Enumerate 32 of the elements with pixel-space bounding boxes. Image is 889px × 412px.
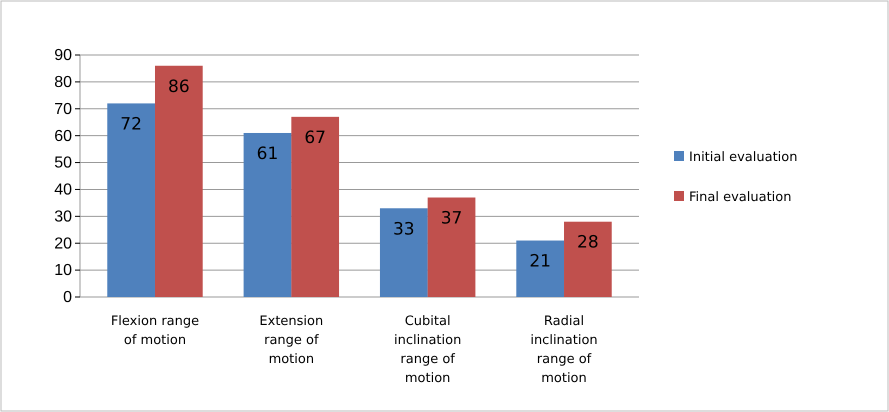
y-tick-label: 40 (54, 182, 72, 199)
data-label: 33 (392, 219, 415, 240)
data-label: 37 (440, 208, 462, 229)
bar (291, 116, 340, 297)
y-tick-label: 30 (54, 208, 72, 226)
x-tick-label: Cubital inclination range of motion (394, 314, 462, 386)
x-tick-label: Extension range of motion (259, 314, 324, 367)
data-label: 67 (304, 128, 326, 148)
bar (380, 208, 428, 297)
y-tick-label: 80 (54, 74, 72, 92)
y-tick-label: 50 (54, 154, 72, 172)
bar (154, 66, 203, 297)
bar (564, 222, 612, 297)
data-label: 72 (120, 114, 142, 134)
y-tick-label: 60 (54, 128, 72, 145)
data-label: 21 (529, 252, 551, 272)
y-tick-label: 20 (54, 235, 72, 252)
y-tick-label: 70 (54, 100, 72, 118)
bar (428, 198, 476, 297)
data-label: 86 (168, 76, 190, 97)
bar (244, 132, 292, 297)
data-label: 61 (256, 144, 278, 164)
x-tick-label: Flexion range of motion (110, 314, 200, 348)
y-tick-label: 10 (54, 262, 72, 280)
legend-label: Final evaluation (689, 190, 792, 205)
data-label: 28 (577, 232, 599, 253)
y-tick-label: 0 (63, 289, 72, 306)
bar (516, 240, 564, 297)
legend-label: Initial evaluation (689, 150, 798, 165)
y-tick-label: 90 (54, 47, 72, 64)
bar (107, 103, 155, 297)
x-tick-label: Radial inclination range of motion (530, 314, 598, 386)
